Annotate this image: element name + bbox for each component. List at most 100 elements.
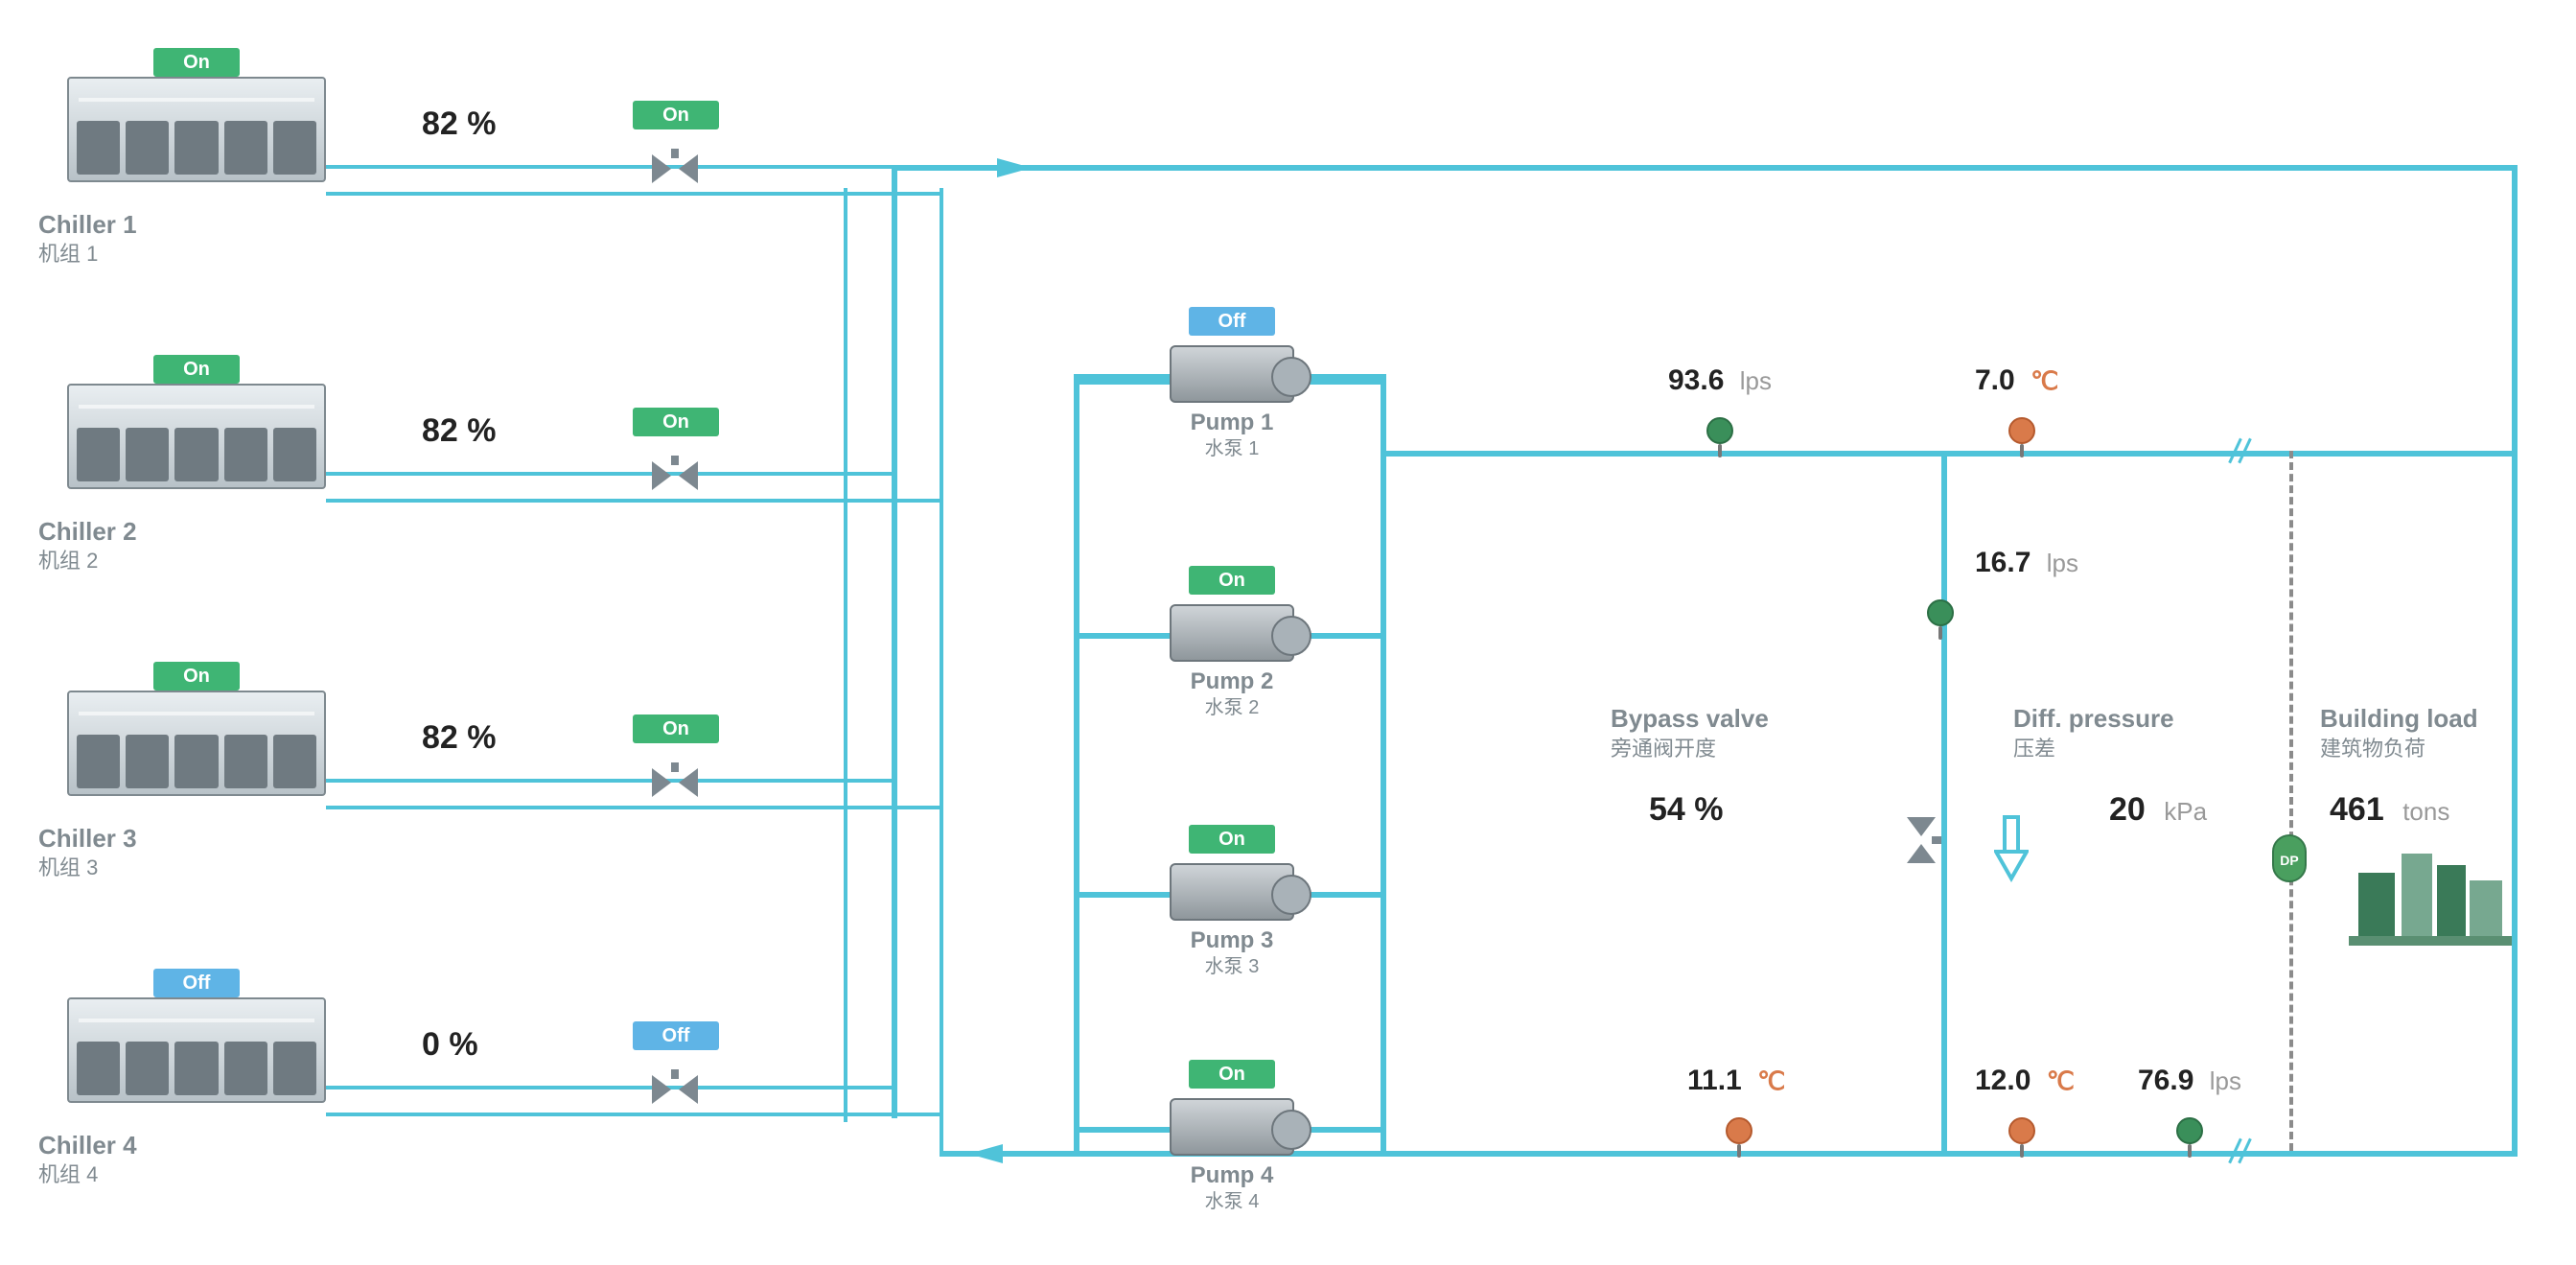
building-icon	[2349, 844, 2512, 949]
bypass-valve-label-en: Bypass valve	[1611, 704, 1769, 733]
bypass-valve-value: 54 %	[1649, 791, 1724, 829]
bypass-flow-sensor-icon	[1927, 599, 1954, 636]
pump-header-in-vert	[1074, 379, 1079, 1157]
pump-1-label-cn: 水泵 1	[1205, 438, 1260, 459]
header-return-vert-b	[940, 188, 943, 1157]
chiller-4-label-en: Chiller 4	[38, 1131, 137, 1160]
chiller-1	[67, 77, 326, 201]
pump-3-label-en: Pump 3	[1191, 927, 1274, 953]
pump-4-label-cn: 水泵 4	[1205, 1191, 1260, 1212]
chiller-4-status-badge: Off	[153, 969, 240, 997]
chiller-3-load: 82 %	[422, 719, 497, 757]
supply-flow-reading-unit: lps	[1740, 366, 1772, 395]
pump-2-label-cn: 水泵 2	[1205, 697, 1260, 718]
bypass-vert	[1941, 451, 1947, 1151]
supply-temp-sensor-icon	[2008, 417, 2035, 454]
pump-4-label-en: Pump 4	[1191, 1162, 1274, 1188]
pump-2-label: Pump 2 水泵 2	[1170, 669, 1294, 720]
return-flow-reading: 76.9 lps	[2138, 1065, 2241, 1097]
chiller-1-valve-icon	[652, 149, 698, 189]
pump-1: Pump 1 水泵 1	[1170, 345, 1294, 461]
pump-3: Pump 3 水泵 3	[1170, 863, 1294, 979]
chiller-3-label-en: Chiller 3	[38, 824, 137, 853]
chiller-2-line-top	[326, 472, 892, 476]
chiller-3-valve-status-badge: On	[633, 714, 719, 743]
bypass-valve-icon	[1901, 817, 1941, 863]
flow-arrow-return	[968, 1144, 1003, 1163]
chiller-2-label-cn: 机组 2	[38, 549, 98, 573]
pipe-break-supply	[2234, 437, 2257, 460]
diff-pressure-value-num: 20	[2109, 791, 2146, 828]
supply-main-h	[892, 165, 2518, 171]
pump-header-out-vert	[1381, 379, 1386, 1151]
chiller-1-graphic	[67, 77, 326, 182]
pump-1-label-en: Pump 1	[1191, 410, 1274, 435]
chiller-4-label-cn: 机组 4	[38, 1162, 98, 1186]
building-load-unit: tons	[2402, 797, 2449, 826]
pump-2: Pump 2 水泵 2	[1170, 604, 1294, 720]
supply-temp-reading-value: 7.0	[1975, 364, 2015, 396]
chiller-4-label: Chiller 4 机组 4	[38, 1132, 137, 1186]
building-load-value-num: 461	[2330, 791, 2384, 828]
diff-pressure-label-en: Diff. pressure	[2013, 704, 2174, 733]
return-temp-bldg-reading-value: 12.0	[1975, 1065, 2031, 1096]
return-flow-reading-value: 76.9	[2138, 1065, 2193, 1096]
chiller-3-line-top	[326, 779, 892, 783]
bypass-flow-reading-unit: lps	[2047, 549, 2078, 577]
pump-2-status-badge: On	[1189, 566, 1275, 595]
building-load-value: 461 tons	[2330, 791, 2449, 829]
pump-3-label-cn: 水泵 3	[1205, 956, 1260, 977]
pump-4-label: Pump 4 水泵 4	[1170, 1163, 1294, 1214]
bypass-flow-arrow-icon	[1994, 815, 2029, 887]
chiller-2	[67, 384, 326, 508]
chiller-1-valve-status-badge: On	[633, 101, 719, 129]
building-supply-h	[1386, 451, 2512, 457]
pump-3-graphic	[1170, 863, 1294, 921]
pump-3-status-badge: On	[1189, 825, 1275, 854]
chiller-4-valve-icon	[652, 1069, 698, 1110]
pump-4-status-badge: On	[1189, 1060, 1275, 1089]
bypass-valve-label: Bypass valve 旁通阀开度	[1611, 705, 1769, 762]
chiller-3-graphic	[67, 691, 326, 796]
return-temp-mix-reading-value: 11.1	[1687, 1065, 1742, 1096]
chiller-2-label-en: Chiller 2	[38, 517, 137, 546]
chiller-2-line-bot	[326, 499, 940, 503]
dp-dashed-line	[2289, 451, 2293, 1151]
return-temp-bldg-reading: 12.0 ℃	[1975, 1065, 2075, 1097]
pump-3-label: Pump 3 水泵 3	[1170, 928, 1294, 979]
building-load-label: Building load 建筑物负荷	[2320, 705, 2478, 762]
chiller-2-label: Chiller 2 机组 2	[38, 518, 137, 573]
supply-temp-reading-unit: ℃	[2031, 366, 2058, 395]
header-return-vert-a	[844, 188, 847, 1122]
chiller-3-status-badge: On	[153, 662, 240, 691]
chiller-3-label: Chiller 3 机组 3	[38, 825, 137, 879]
chiller-3-line-bot	[326, 806, 940, 809]
pipe-break-return	[2234, 1137, 2257, 1160]
chiller-1-status-badge: On	[153, 48, 240, 77]
chiller-1-label-cn: 机组 1	[38, 242, 98, 266]
chiller-4-line-bot	[326, 1113, 940, 1116]
chiller-3-valve-icon	[652, 762, 698, 803]
pump-4: Pump 4 水泵 4	[1170, 1098, 1294, 1214]
dp-sensor-icon	[2272, 834, 2299, 871]
chiller-4-valve-status-badge: Off	[633, 1021, 719, 1050]
return-temp-bldg-reading-unit: ℃	[2047, 1066, 2075, 1095]
bypass-flow-reading-value: 16.7	[1975, 547, 2031, 578]
return-temp-mix-reading-unit: ℃	[1757, 1066, 1785, 1095]
header-supply-vert	[892, 165, 897, 1118]
pump-2-label-en: Pump 2	[1191, 668, 1274, 694]
chiller-3	[67, 691, 326, 815]
supply-flow-reading: 93.6 lps	[1668, 364, 1772, 397]
chiller-1-label: Chiller 1 机组 1	[38, 211, 137, 266]
supply-flow-sensor-icon	[1706, 417, 1733, 454]
chiller-3-label-cn: 机组 3	[38, 855, 98, 879]
pump-2-graphic	[1170, 604, 1294, 662]
flow-arrow-supply	[997, 158, 1032, 177]
pump-1-label: Pump 1 水泵 1	[1170, 410, 1294, 461]
chiller-2-status-badge: On	[153, 355, 240, 384]
supply-temp-reading: 7.0 ℃	[1975, 364, 2058, 397]
chiller-4-line-top	[326, 1086, 892, 1089]
chiller-2-load: 82 %	[422, 412, 497, 450]
chiller-2-graphic	[67, 384, 326, 489]
supply-flow-reading-value: 93.6	[1668, 364, 1724, 396]
